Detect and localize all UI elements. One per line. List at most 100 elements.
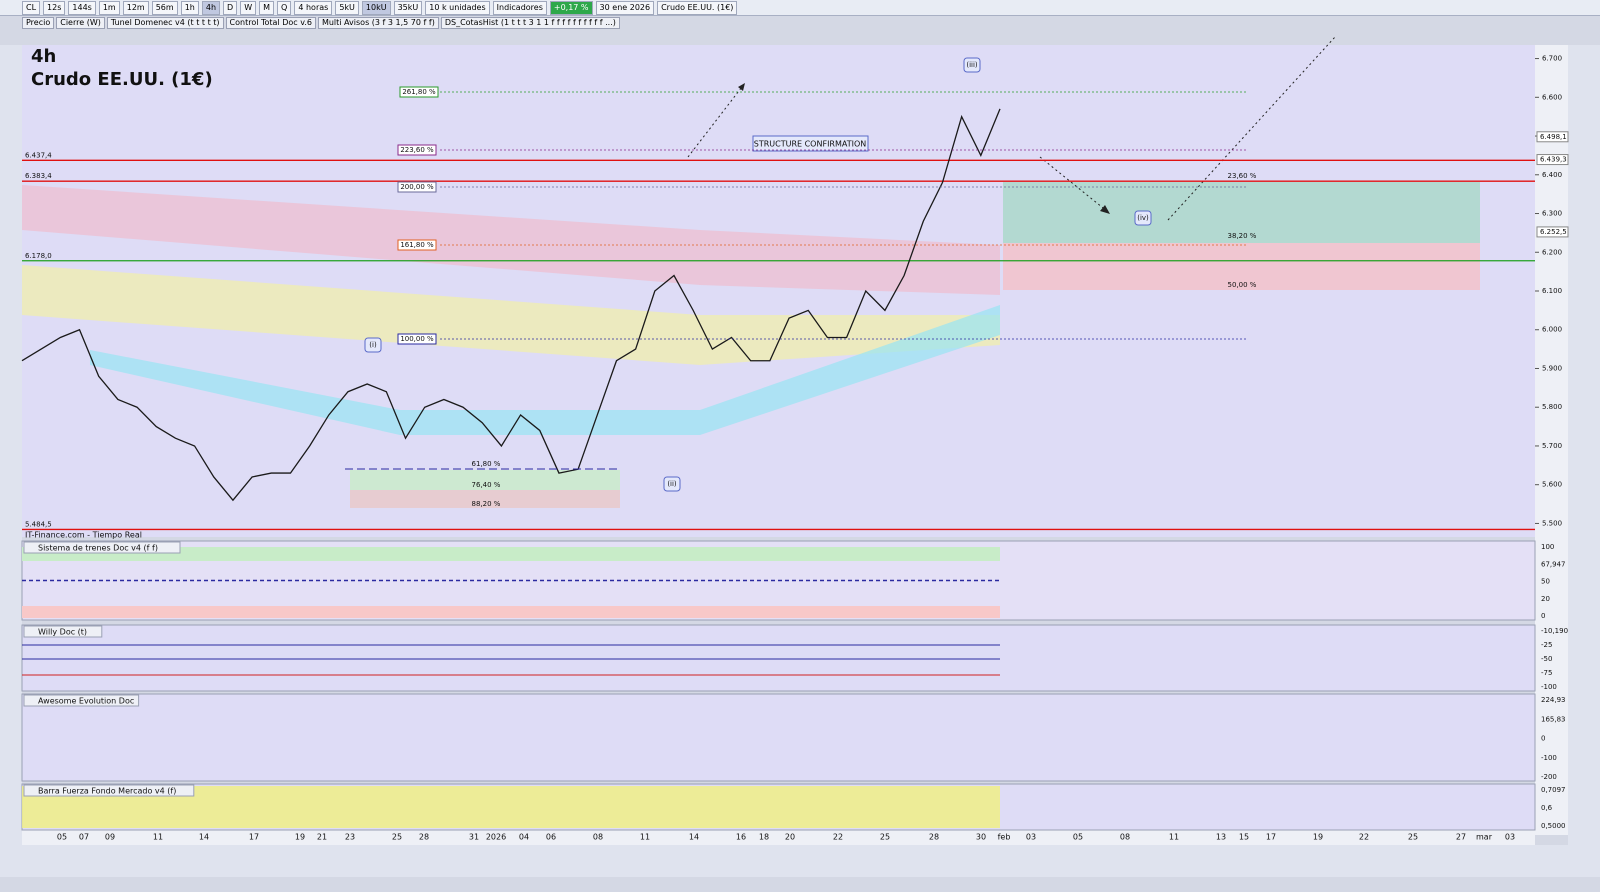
fib-zone bbox=[350, 470, 620, 490]
x-tick-label: 25 bbox=[1408, 833, 1418, 842]
level-label: 6.383,4 bbox=[25, 172, 52, 180]
indicator-chip[interactable]: Multi Avisos (3 f 3 1,5 70 f f) bbox=[317, 17, 439, 29]
indicator-chip[interactable]: Cierre (W) bbox=[56, 17, 105, 29]
indicator-chip[interactable]: DS_CotasHist (1 t t t 3 1 1 f f f f f f … bbox=[440, 17, 620, 29]
note-box bbox=[752, 135, 869, 152]
indicator-chip[interactable]: Tunel Domenec v4 (t t t t t) bbox=[106, 17, 224, 29]
arrow-up bbox=[687, 82, 746, 158]
x-tick-label: 19 bbox=[295, 833, 305, 842]
unit-select[interactable]: 10 k unidades bbox=[425, 0, 490, 15]
legend-row: Precio Cierre (W) Tunel Domenec v4 (t t t … bbox=[22, 17, 620, 29]
chart: 4h Crudo EE.UU. (1€) IT-Finance.com - Ti… bbox=[0, 36, 1600, 877]
panel-axis-label: -100 bbox=[1541, 754, 1557, 762]
instrument-label: Crudo EE.UU. (1€) bbox=[657, 0, 738, 15]
fib-label: 50,00 % bbox=[1228, 281, 1257, 289]
price-tag-label: 6.439,3 bbox=[1540, 156, 1567, 164]
price-axis bbox=[1535, 45, 1568, 835]
x-tick-label: 18 bbox=[759, 833, 769, 842]
x-tick-label: 09 bbox=[105, 833, 115, 842]
arrow-head bbox=[738, 83, 745, 91]
fib-label: 261,80 % bbox=[402, 88, 436, 96]
indicator-chip[interactable]: Control Total Doc v.6 bbox=[225, 17, 316, 29]
x-tick-label: 25 bbox=[880, 833, 890, 842]
price-tag-label: 6.498,1 bbox=[1540, 133, 1567, 141]
wave-box bbox=[663, 476, 681, 492]
panel-axis-label: -25 bbox=[1541, 641, 1552, 649]
cyan-band bbox=[90, 305, 1000, 435]
x-tick-label: feb bbox=[998, 833, 1011, 842]
arrow-head bbox=[1100, 205, 1110, 214]
panel-title-box bbox=[23, 784, 195, 797]
fib-box bbox=[397, 144, 437, 156]
unit-button[interactable]: 10kU bbox=[361, 0, 391, 15]
fib-box bbox=[397, 333, 437, 345]
fib-label: 100,00 % bbox=[400, 335, 434, 343]
panel-axis-label: 67,947 bbox=[1541, 560, 1566, 568]
panel-title-box bbox=[23, 541, 181, 554]
arrow-projection bbox=[1167, 36, 1336, 221]
x-tick-label: 15 bbox=[1239, 833, 1249, 842]
interval-button[interactable]: M bbox=[259, 0, 275, 15]
interval-button[interactable]: 1m bbox=[98, 0, 120, 15]
level-label: 6.437,4 bbox=[25, 151, 52, 159]
date-label: 30 ene 2026 bbox=[595, 0, 655, 15]
bottom-bar bbox=[0, 845, 1600, 877]
x-tick-label: 16 bbox=[736, 833, 746, 842]
x-tick-label: 11 bbox=[153, 833, 163, 842]
symbol-select[interactable]: CL bbox=[22, 0, 41, 15]
interval-button[interactable]: 4h bbox=[201, 0, 221, 15]
panel-axis-label: -50 bbox=[1541, 655, 1552, 663]
indicators-button[interactable]: Indicadores bbox=[492, 0, 547, 15]
wave-label: (ii) bbox=[667, 480, 677, 488]
panel-axis-label: 0,7097 bbox=[1541, 786, 1566, 794]
price-tag bbox=[1536, 154, 1569, 166]
fib-zone-low bbox=[350, 490, 620, 508]
panel-title: Willy Doc (t) bbox=[38, 628, 87, 637]
y-tick-label: 6.400 bbox=[1542, 171, 1562, 179]
period-select[interactable]: 4 horas bbox=[294, 0, 333, 15]
panel-axis-label: -75 bbox=[1541, 669, 1552, 677]
fib-label: 88,20 % bbox=[472, 500, 501, 508]
note: STRUCTURE CONFIRMATION bbox=[754, 140, 867, 149]
panel-title: Awesome Evolution Doc bbox=[38, 697, 134, 706]
x-tick-label: 17 bbox=[1266, 833, 1276, 842]
interval-button[interactable]: 12s bbox=[43, 0, 66, 15]
x-tick-label: 17 bbox=[249, 833, 259, 842]
interval-button[interactable]: 12m bbox=[122, 0, 149, 15]
x-tick-label: 27 bbox=[1456, 833, 1466, 842]
interval-button[interactable]: Q bbox=[277, 0, 292, 15]
interval-button[interactable]: 56m bbox=[151, 0, 178, 15]
x-tick-label: 30 bbox=[976, 833, 986, 842]
panel bbox=[21, 693, 1536, 782]
interval-button[interactable]: 144s bbox=[68, 0, 96, 15]
x-tick-label: 05 bbox=[57, 833, 67, 842]
change-badge: +0,17 % bbox=[549, 0, 593, 15]
indicator-chip[interactable]: Precio bbox=[22, 17, 55, 29]
x-tick-label: 21 bbox=[317, 833, 327, 842]
x-tick-label: 20 bbox=[785, 833, 795, 842]
y-tick-label: 6.100 bbox=[1542, 287, 1562, 295]
x-tick-label: 19 bbox=[1313, 833, 1323, 842]
x-tick-label: 14 bbox=[689, 833, 699, 842]
y-tick-label: 5.500 bbox=[1542, 519, 1562, 527]
y-tick-label: 6.200 bbox=[1542, 248, 1562, 256]
interval-button[interactable]: 1h bbox=[180, 0, 199, 15]
interval-button[interactable]: D bbox=[223, 0, 238, 15]
panel-axis-label: 224,93 bbox=[1541, 696, 1566, 704]
wave-box bbox=[1134, 210, 1152, 226]
x-tick-label: 04 bbox=[519, 833, 529, 842]
wave-label: (iii) bbox=[966, 61, 978, 69]
fib-label: 23,60 % bbox=[1228, 172, 1257, 180]
unit-button[interactable]: 5kU bbox=[335, 0, 359, 15]
x-axis bbox=[22, 830, 1535, 845]
fib-box bbox=[397, 239, 437, 251]
x-tick-label: 03 bbox=[1505, 833, 1515, 842]
fib-box bbox=[399, 86, 439, 98]
wave-label: (iv) bbox=[1137, 214, 1149, 222]
interval-button[interactable]: W bbox=[240, 0, 257, 15]
target-zone-low bbox=[1003, 243, 1480, 290]
unit-button[interactable]: 35kU bbox=[393, 0, 423, 15]
price-tag bbox=[1536, 226, 1569, 238]
x-tick-label: 28 bbox=[929, 833, 939, 842]
y-tick-label: 6.700 bbox=[1542, 55, 1562, 63]
